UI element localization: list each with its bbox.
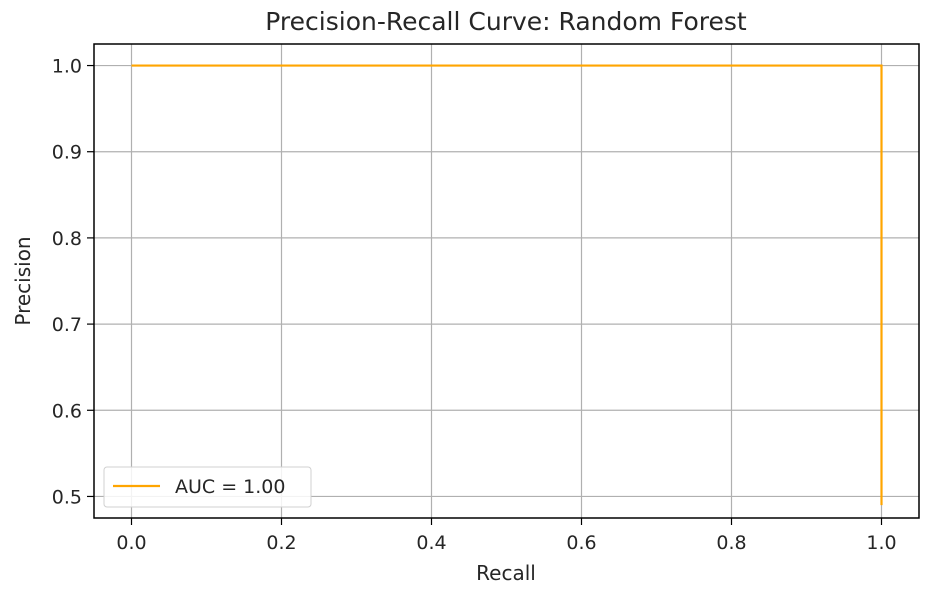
pr-curve-line	[131, 64, 883, 506]
x-tick-label: 1.0	[866, 532, 896, 554]
y-tick-label: 0.9	[52, 142, 82, 164]
x-axis-label: Recall	[476, 561, 536, 585]
series-layer	[131, 64, 883, 506]
y-tick-label: 0.5	[52, 486, 82, 508]
y-tick-label: 0.6	[52, 400, 82, 422]
axis-ticks: 0.0 0.2 0.4 0.6 0.8 1.0 0.5 0.6 0.7 0.8 0.9 1.0	[52, 56, 897, 554]
chart-title: Precision-Recall Curve: Random Forest	[265, 7, 747, 36]
y-tick-label: 1.0	[52, 56, 82, 78]
grid-lines	[94, 44, 919, 518]
x-tick-label: 0.2	[266, 532, 296, 554]
legend-box	[103, 466, 312, 508]
x-tick-label: 0.0	[116, 532, 146, 554]
y-axis-label: Precision	[11, 236, 35, 325]
y-tick-label: 0.8	[52, 228, 82, 250]
legend-label: AUC = 1.00	[175, 476, 285, 498]
x-tick-label: 0.4	[416, 532, 446, 554]
x-tick-label: 0.6	[566, 532, 596, 554]
y-tick-label: 0.7	[52, 314, 82, 336]
plot-frame	[93, 43, 920, 519]
x-tick-label: 0.8	[716, 532, 746, 554]
legend: AUC = 1.00	[103, 466, 312, 508]
